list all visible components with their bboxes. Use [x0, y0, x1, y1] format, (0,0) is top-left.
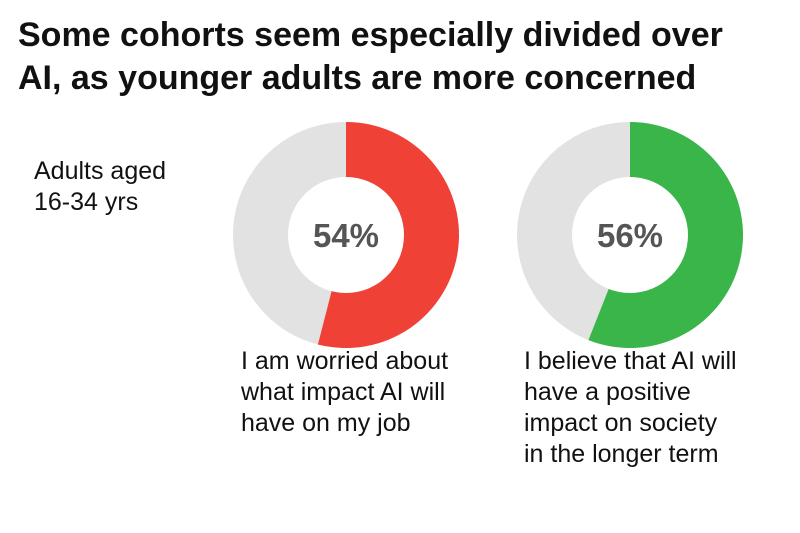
caption-line: what impact AI will	[241, 378, 446, 406]
donut-svg: 56%	[517, 122, 743, 348]
donut-value-label: 54%	[313, 217, 379, 254]
donut-hole	[572, 177, 688, 293]
chart-title-line: Some cohorts seem especially divided ove…	[18, 16, 723, 54]
caption-line: impact on society	[524, 409, 718, 437]
caption-line: have on my job	[241, 409, 411, 437]
caption-line: I believe that AI will	[524, 347, 737, 375]
donut-svg: 54%	[233, 122, 459, 348]
donut-chart-positive-impact: 56%	[515, 120, 745, 350]
caption-line: in the longer term	[524, 440, 719, 468]
group-label: Adults aged 16-34 yrs	[34, 156, 166, 218]
chart-title-line: AI, as younger adults are more concerned	[18, 59, 697, 97]
chart-title: Some cohorts seem especially divided ove…	[18, 14, 788, 100]
donut-hole	[288, 177, 404, 293]
donut-caption-positive-impact: I believe that AI will have a positive i…	[524, 346, 737, 470]
donut-value-label: 56%	[597, 217, 663, 254]
donut-caption-job-worry: I am worried about what impact AI will h…	[241, 346, 448, 439]
group-label-line: 16-34 yrs	[34, 188, 139, 216]
donut-chart-job-worry: 54%	[231, 120, 461, 350]
group-label-line: Adults aged	[34, 157, 167, 185]
caption-line: I am worried about	[241, 347, 449, 375]
caption-line: have a positive	[524, 378, 691, 406]
